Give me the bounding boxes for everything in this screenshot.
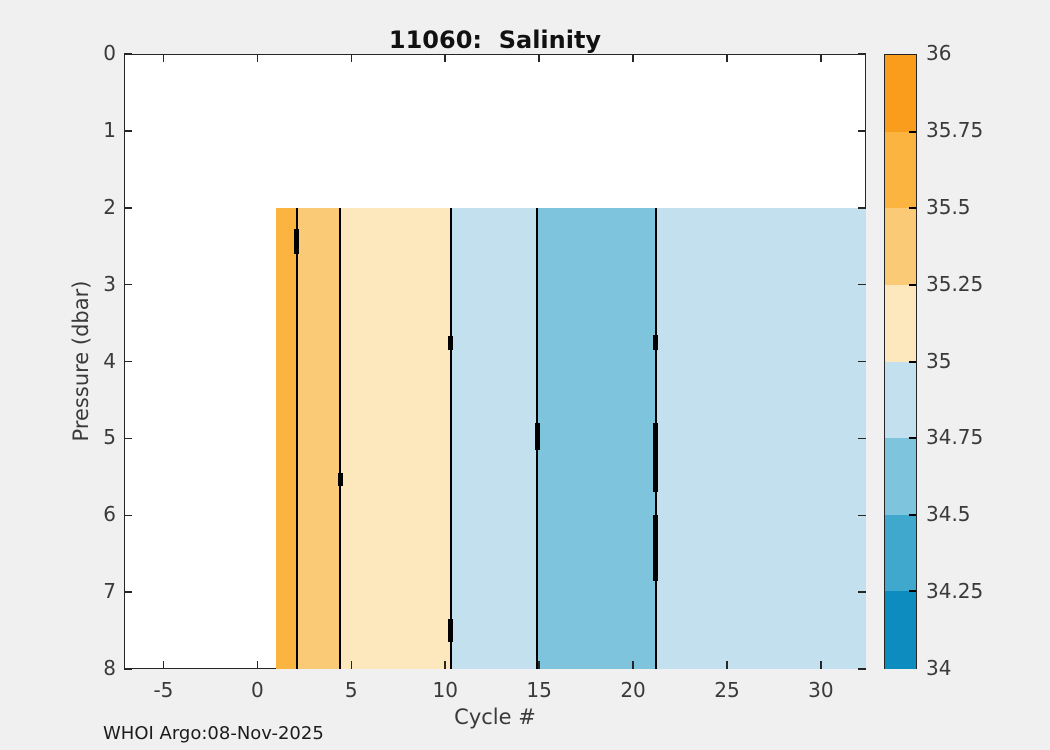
colorbar-tick-label: 34.5 [926,502,971,527]
contour-line-mark [448,619,454,643]
y-tick-label: 5 [103,425,116,450]
y-tick-mark-right [858,668,866,670]
y-tick-label: 0 [103,41,116,65]
axis-top-edge [124,54,866,55]
y-tick-mark [124,360,132,363]
contour-line [339,207,342,669]
x-tick-label: 0 [250,678,264,702]
colorbar [884,54,917,669]
y-tick-label: 8 [103,656,116,680]
y-tick-label: 1 [103,117,116,142]
colorbar-tick-label: 35.75 [926,117,984,142]
colorbar-band [885,131,916,209]
x-tick-mark [632,661,634,669]
y-tick-mark-right [858,437,866,440]
x-tick-mark-top [726,54,728,62]
contour-band [296,207,341,669]
colorbar-tick-mark [909,513,916,516]
x-tick-label: 15 [526,678,552,702]
contour-line [295,207,298,669]
y-tick-mark [124,207,132,209]
y-tick-label: 3 [103,271,116,296]
colorbar-tick-mark [909,130,916,133]
x-tick-mark [256,661,259,669]
y-tick-mark-right [858,514,866,516]
colorbar-band [885,55,916,133]
y-tick-mark [124,283,132,286]
x-tick-label: 5 [344,678,358,702]
footer-attribution: WHOI Argo:08-Nov-2025 [103,723,324,744]
colorbar-tick-label: 34.75 [926,425,984,450]
colorbar-band [885,284,916,362]
colorbar-band [885,208,916,286]
x-tick-mark-top [256,54,259,62]
colorbar-tick-mark [909,437,916,440]
x-tick-mark-top [538,54,540,62]
colorbar-tick-mark [909,360,916,363]
colorbar-tick-mark [909,283,916,286]
colorbar-tick-label: 34.25 [926,579,984,604]
x-tick-label: -5 [153,678,174,702]
colorbar-tick-label: 35.5 [926,194,971,219]
x-axis-label: Cycle # [454,705,536,729]
x-tick-label: 25 [714,678,740,702]
contour-line-mark [294,228,300,254]
x-tick-mark [350,661,353,669]
y-tick-mark-right [858,130,866,132]
contour-line [449,207,452,669]
colorbar-tick-label: 35 [926,348,952,373]
y-tick-mark [124,514,132,516]
contour-band [450,207,538,669]
x-tick-label: 10 [432,678,458,702]
y-tick-label: 2 [103,194,116,219]
y-tick-mark-right [858,591,866,593]
y-tick-mark-right [858,283,866,286]
colorbar-band [885,514,916,592]
x-tick-mark [444,661,446,669]
contour-line-mark [653,515,659,581]
y-tick-mark [124,53,132,55]
x-tick-mark [162,661,165,669]
x-tick-mark-top [820,54,822,62]
x-tick-mark-top [350,54,353,62]
y-tick-label: 6 [103,502,116,527]
colorbar-tick-mark [909,207,916,210]
contour-line-mark [653,334,659,350]
plot-area [124,53,866,670]
colorbar-tick-label: 36 [926,41,952,65]
y-tick-mark-right [858,53,866,55]
y-tick-mark [124,437,132,440]
contour-line-mark [448,336,454,350]
y-tick-label: 4 [103,348,116,373]
colorbar-band [885,591,916,669]
x-tick-mark-top [444,54,446,62]
x-tick-mark [726,661,728,669]
contour-band [276,207,297,669]
x-tick-label: 30 [808,678,834,702]
contour-band [655,207,866,669]
colorbar-band [885,438,916,516]
contour-line-mark [653,423,659,493]
colorbar-band [885,361,916,439]
y-tick-mark [124,591,132,593]
y-tick-mark-right [858,207,866,209]
y-tick-label: 7 [103,579,116,604]
colorbar-tick-mark [909,590,916,593]
y-tick-mark [124,668,132,670]
x-tick-mark-top [162,54,165,62]
contour-line-mark [534,423,540,450]
x-tick-mark-top [632,54,634,62]
y-tick-mark-right [858,360,866,363]
contour-band [537,207,656,669]
y-tick-mark [124,130,132,132]
contour-line-mark [337,472,343,487]
x-tick-mark [820,661,822,669]
chart-title: 11060: Salinity [388,26,602,54]
contour-band [340,207,451,669]
colorbar-tick-label: 35.25 [926,271,984,296]
colorbar-tick-label: 34 [926,656,952,680]
x-tick-label: 20 [620,678,646,702]
x-tick-mark [538,661,540,669]
